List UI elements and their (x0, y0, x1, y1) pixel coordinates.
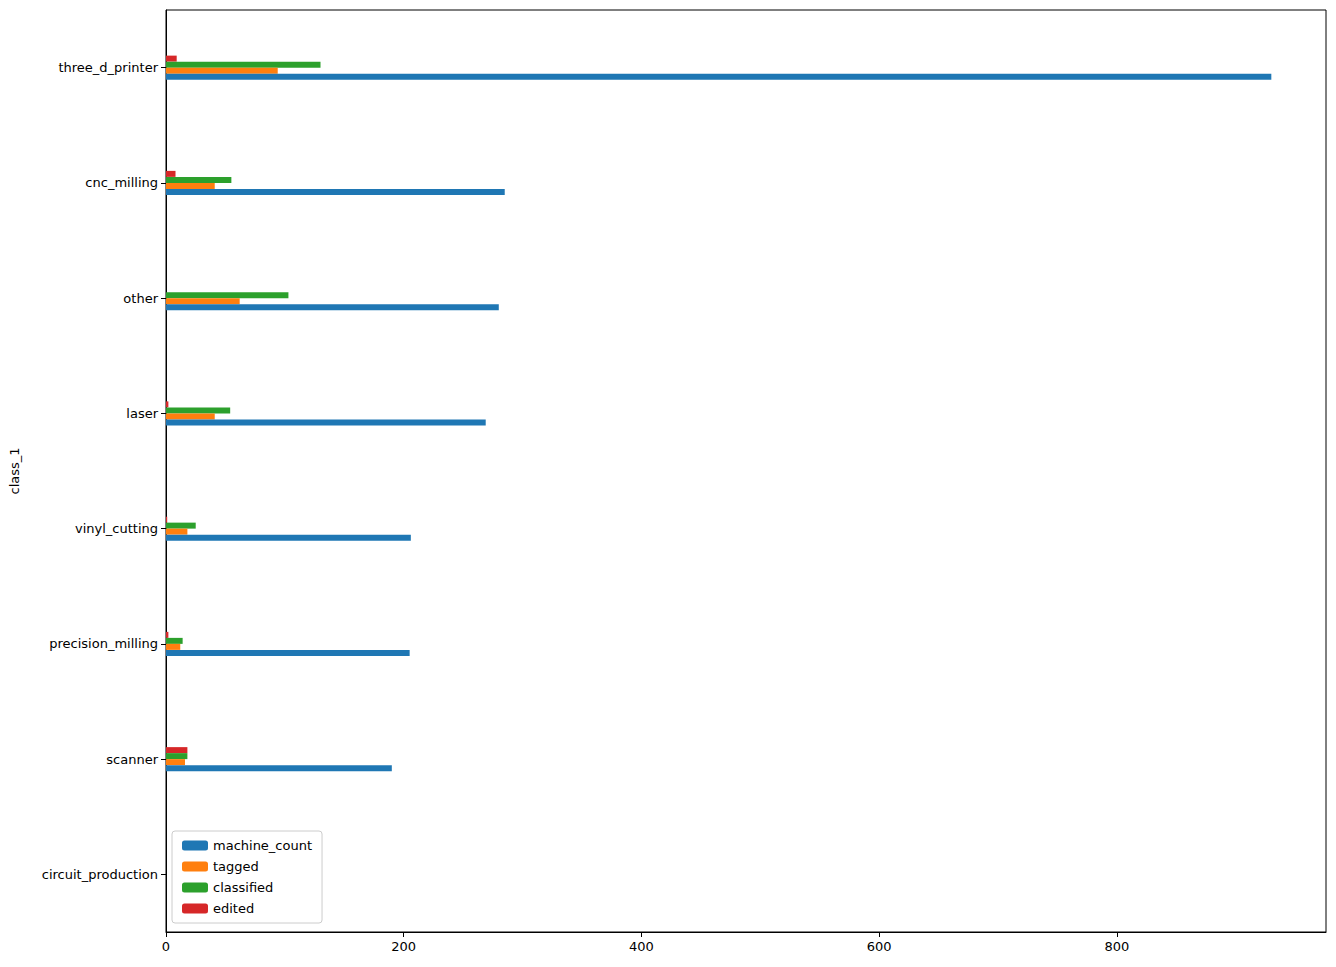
svg-text:tagged: tagged (213, 859, 259, 874)
svg-text:three_d_printer: three_d_printer (58, 60, 158, 75)
svg-text:laser: laser (126, 406, 158, 421)
svg-text:edited: edited (213, 901, 254, 916)
svg-text:400: 400 (629, 939, 654, 954)
svg-text:classified: classified (213, 880, 273, 895)
svg-text:circuit_production: circuit_production (42, 867, 158, 882)
svg-text:machine_count: machine_count (213, 838, 312, 853)
svg-text:cnc_milling: cnc_milling (85, 175, 158, 190)
svg-text:800: 800 (1104, 939, 1129, 954)
svg-text:200: 200 (391, 939, 416, 954)
svg-text:other: other (123, 291, 158, 306)
svg-text:600: 600 (867, 939, 892, 954)
svg-text:precision_milling: precision_milling (49, 636, 158, 651)
svg-text:vinyl_cutting: vinyl_cutting (75, 521, 158, 536)
svg-text:class_1: class_1 (7, 447, 22, 494)
svg-text:0: 0 (162, 939, 170, 954)
svg-text:scanner: scanner (106, 752, 158, 767)
